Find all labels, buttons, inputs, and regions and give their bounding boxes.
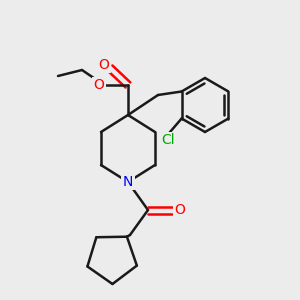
Text: O: O [99,58,110,72]
Text: N: N [123,175,133,189]
Text: O: O [175,203,185,217]
Text: O: O [94,78,104,92]
Text: Cl: Cl [161,134,174,148]
